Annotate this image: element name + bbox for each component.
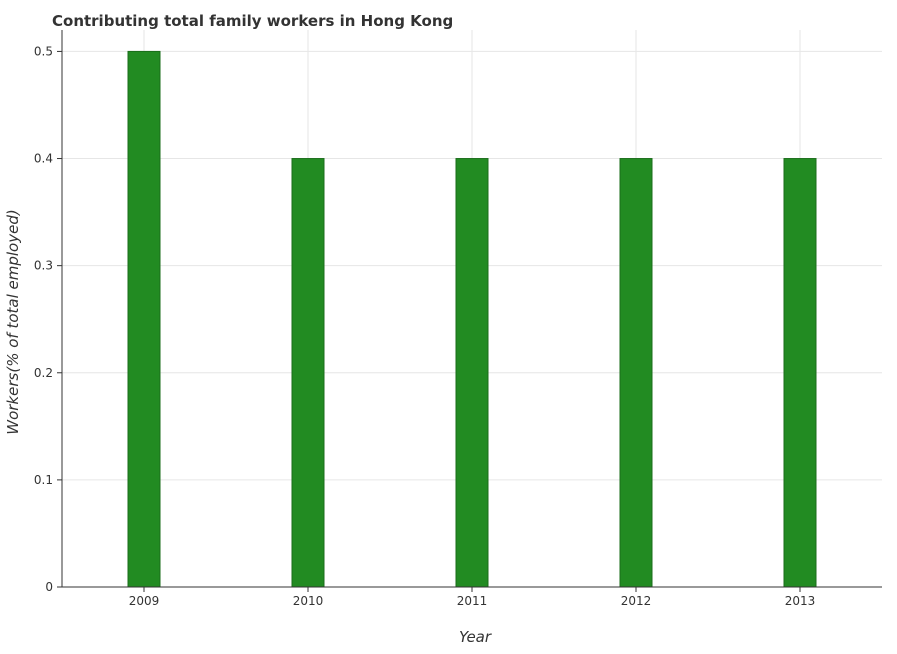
bar-2011 — [455, 158, 489, 588]
bar-2010 — [291, 158, 325, 588]
bar-2009 — [127, 50, 161, 588]
x-tick-label: 2013 — [785, 594, 816, 608]
y-tick-label: 0.1 — [34, 473, 53, 487]
x-tick-label: 2010 — [293, 594, 324, 608]
x-tick-label: 2009 — [129, 594, 160, 608]
x-tick-label: 2011 — [457, 594, 488, 608]
y-tick-label: 0.3 — [34, 259, 53, 273]
y-tick-label: 0.5 — [34, 44, 53, 58]
y-axis-label: Workers(% of total employed) — [4, 209, 22, 434]
x-tick-label: 2012 — [621, 594, 652, 608]
x-axis-label: Year — [459, 628, 492, 646]
axes: 0 0.1 0.2 0.3 0.4 0.5 2009 2010 2011 2012 2013 — [34, 30, 882, 608]
bar-2012 — [619, 158, 653, 588]
bars — [127, 50, 817, 588]
y-tick-label: 0.2 — [34, 366, 53, 380]
y-tick-label: 0 — [45, 580, 53, 594]
chart-title: Contributing total family workers in Hon… — [52, 12, 453, 30]
bar-2013 — [783, 158, 817, 588]
y-tick-label: 0.4 — [34, 152, 53, 166]
